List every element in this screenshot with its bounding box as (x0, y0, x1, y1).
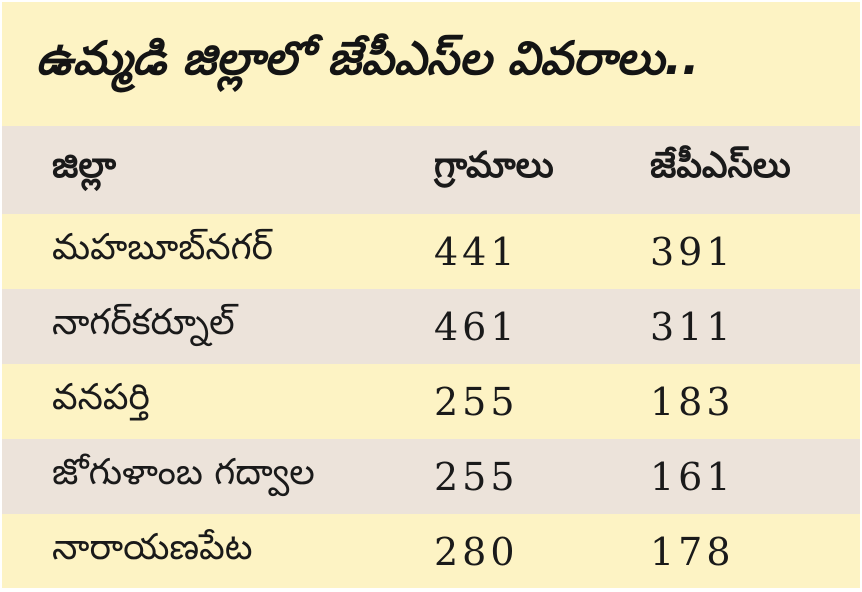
table-row: నాగర్‌కర్నూల్ 461 311 (2, 289, 860, 364)
jps-cell: 178 (650, 529, 735, 574)
header-district: జిల్లా (52, 145, 117, 186)
district-cell: వనపర్తి (52, 376, 150, 418)
table-row: జోగుళాంబ గద్వాల 255 161 (2, 439, 860, 514)
table-row: నారాయణపేట 280 178 (2, 514, 860, 589)
villages-cell: 441 (434, 229, 519, 274)
table-row: వనపర్తి 255 183 (2, 364, 860, 439)
district-cell: నాగర్‌కర్నూల్ (52, 301, 235, 343)
header-villages: గ్రామాలు (434, 145, 554, 186)
jps-cell: 311 (650, 304, 735, 349)
table-title: ఉమ్మడి జిల్లాలో జేపీఎస్‌ల వివరాలు.. (36, 31, 700, 85)
villages-cell: 255 (434, 454, 519, 499)
villages-cell: 255 (434, 379, 519, 424)
villages-cell: 461 (434, 304, 519, 349)
villages-cell: 280 (434, 529, 519, 574)
jps-cell: 183 (650, 379, 735, 424)
district-cell: జోగుళాంబ గద్వాల (52, 451, 315, 493)
district-cell: మహబూబ్‌నగర్ (52, 226, 273, 268)
district-cell: నారాయణపేట (52, 526, 253, 568)
jps-cell: 161 (650, 454, 735, 499)
header-jps: జేపీఎస్‌లు (650, 145, 791, 186)
table-header: జిల్లా గ్రామాలు జేపీఎస్‌లు (2, 126, 860, 214)
jps-cell: 391 (650, 229, 735, 274)
table-row: మహబూబ్‌నగర్ 441 391 (2, 214, 860, 289)
